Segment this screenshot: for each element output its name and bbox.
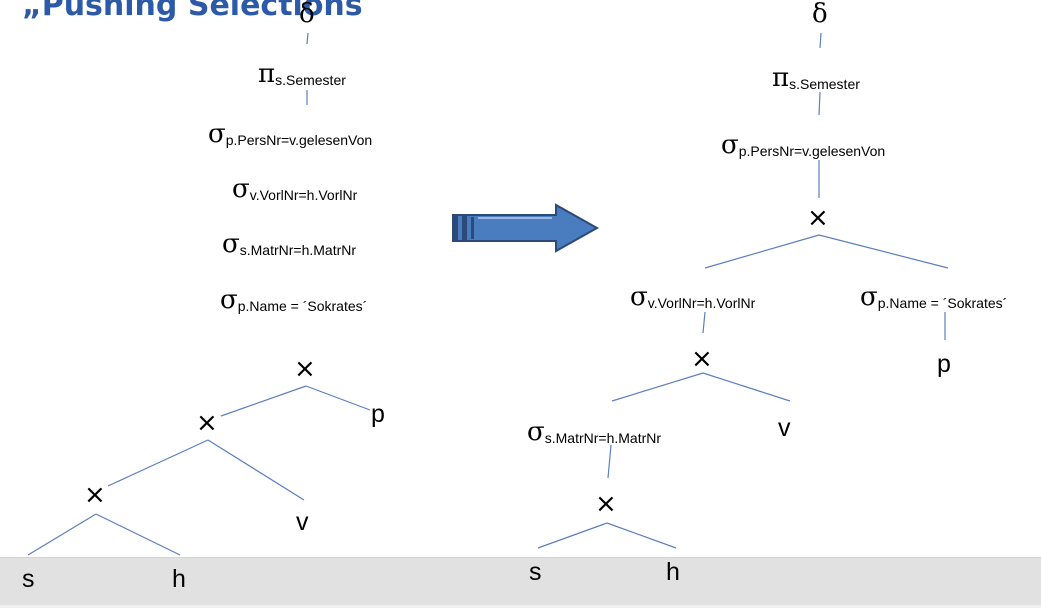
left-leaf-s: s: [22, 565, 35, 593]
left-selection-matrnr: σs.MatrNr=h.MatrNr: [222, 229, 356, 259]
sigma-symbol: σ: [222, 229, 240, 259]
right-selection-name: σp.Name = ´Sokrates´: [860, 282, 1007, 312]
pi-symbol: π: [258, 59, 275, 89]
right-edge-cross3-h: [606, 522, 677, 549]
left-cross-product-3: ×: [84, 480, 106, 510]
left-leaf-h: h: [172, 565, 186, 593]
left-cross-product-1: ×: [294, 354, 316, 384]
right-leaf-p: p: [937, 350, 951, 378]
sigma-symbol: σ: [721, 130, 739, 160]
left-edge-cross1-p: [305, 385, 371, 411]
sigma-symbol: σ: [220, 285, 238, 315]
left-leaf-p: p: [371, 400, 385, 428]
left-edge-cross3-h: [95, 513, 181, 556]
right-edge-cross1-selname: [818, 234, 949, 269]
right-selection-name-cond: p.Name = ´Sokrates´: [878, 295, 1008, 311]
left-selection-matrnr-cond: s.MatrNr=h.MatrNr: [240, 242, 357, 258]
right-projection-op: πs.Semester: [772, 63, 860, 93]
left-edge-cross2-cross3: [107, 439, 209, 487]
right-leaf-h: h: [666, 558, 680, 586]
left-selection-persnr-cond: p.PersNr=v.gelesenVon: [226, 132, 372, 148]
right-edge-selmatr-cross3: [607, 444, 612, 479]
left-selection-name: σp.Name = ´Sokrates´: [220, 285, 367, 315]
right-edge-cross2-v: [702, 372, 791, 402]
right-cross-product-3: ×: [595, 489, 617, 519]
right-edge-selvorl-cross2: [702, 311, 706, 334]
right-edge-cross2-selmatr: [611, 372, 704, 402]
right-selection-persnr: σp.PersNr=v.gelesenVon: [721, 130, 885, 160]
left-edge-cross2-v: [207, 439, 305, 501]
left-leaf-v: v: [296, 508, 309, 536]
right-edge-cross1-selvorl: [704, 234, 820, 269]
left-selection-vorlnr-cond: v.VorlNr=h.VorlNr: [250, 187, 358, 203]
right-edge-delta-pi: [819, 32, 822, 49]
left-selection-persnr: σp.PersNr=v.gelesenVon: [208, 119, 372, 149]
right-selection-matrnr-cond: s.MatrNr=h.MatrNr: [545, 430, 662, 446]
left-tree: δ πs.Semester σp.PersNr=v.gelesenVon σv.…: [22, 0, 385, 593]
sigma-symbol: σ: [208, 119, 226, 149]
right-selection-matrnr: σs.MatrNr=h.MatrNr: [527, 417, 661, 447]
right-cross-product-1: ×: [807, 203, 829, 233]
right-edge-pi-selpers: [818, 91, 821, 116]
left-selection-name-cond: p.Name = ´Sokrates´: [238, 298, 368, 314]
right-leaf-v: v: [778, 414, 791, 442]
right-selection-vorlnr: σv.VorlNr=h.VorlNr: [630, 282, 756, 312]
right-tree: δ πs.Semester σp.PersNr=v.gelesenVon × σ…: [527, 0, 1007, 586]
left-edge-cross3-s: [27, 513, 97, 556]
right-arrow-icon: [452, 203, 600, 253]
right-selection-persnr-cond: p.PersNr=v.gelesenVon: [739, 143, 885, 159]
right-edge-cross3-s: [537, 522, 608, 549]
right-cross-product-2: ×: [691, 344, 713, 374]
pi-symbol: π: [772, 63, 789, 93]
left-projection-attr: s.Semester: [275, 72, 346, 88]
left-edge-cross1-cross2: [220, 385, 307, 417]
left-projection-op: πs.Semester: [258, 59, 346, 89]
left-edge-delta-pi: [306, 32, 309, 45]
right-projection-attr: s.Semester: [789, 76, 860, 92]
sigma-symbol: σ: [860, 282, 878, 312]
right-delta-op: δ: [812, 0, 828, 29]
left-delta-op: δ: [299, 0, 315, 29]
left-selection-vorlnr: σv.VorlNr=h.VorlNr: [232, 174, 358, 204]
sigma-symbol: σ: [527, 417, 545, 447]
slide-title: „Pushing Selections: [22, 0, 363, 23]
left-cross-product-2: ×: [196, 408, 218, 438]
right-selection-vorlnr-cond: v.VorlNr=h.VorlNr: [648, 295, 756, 311]
sigma-symbol: σ: [232, 174, 250, 204]
sigma-symbol: σ: [630, 282, 648, 312]
right-leaf-s: s: [529, 558, 542, 586]
